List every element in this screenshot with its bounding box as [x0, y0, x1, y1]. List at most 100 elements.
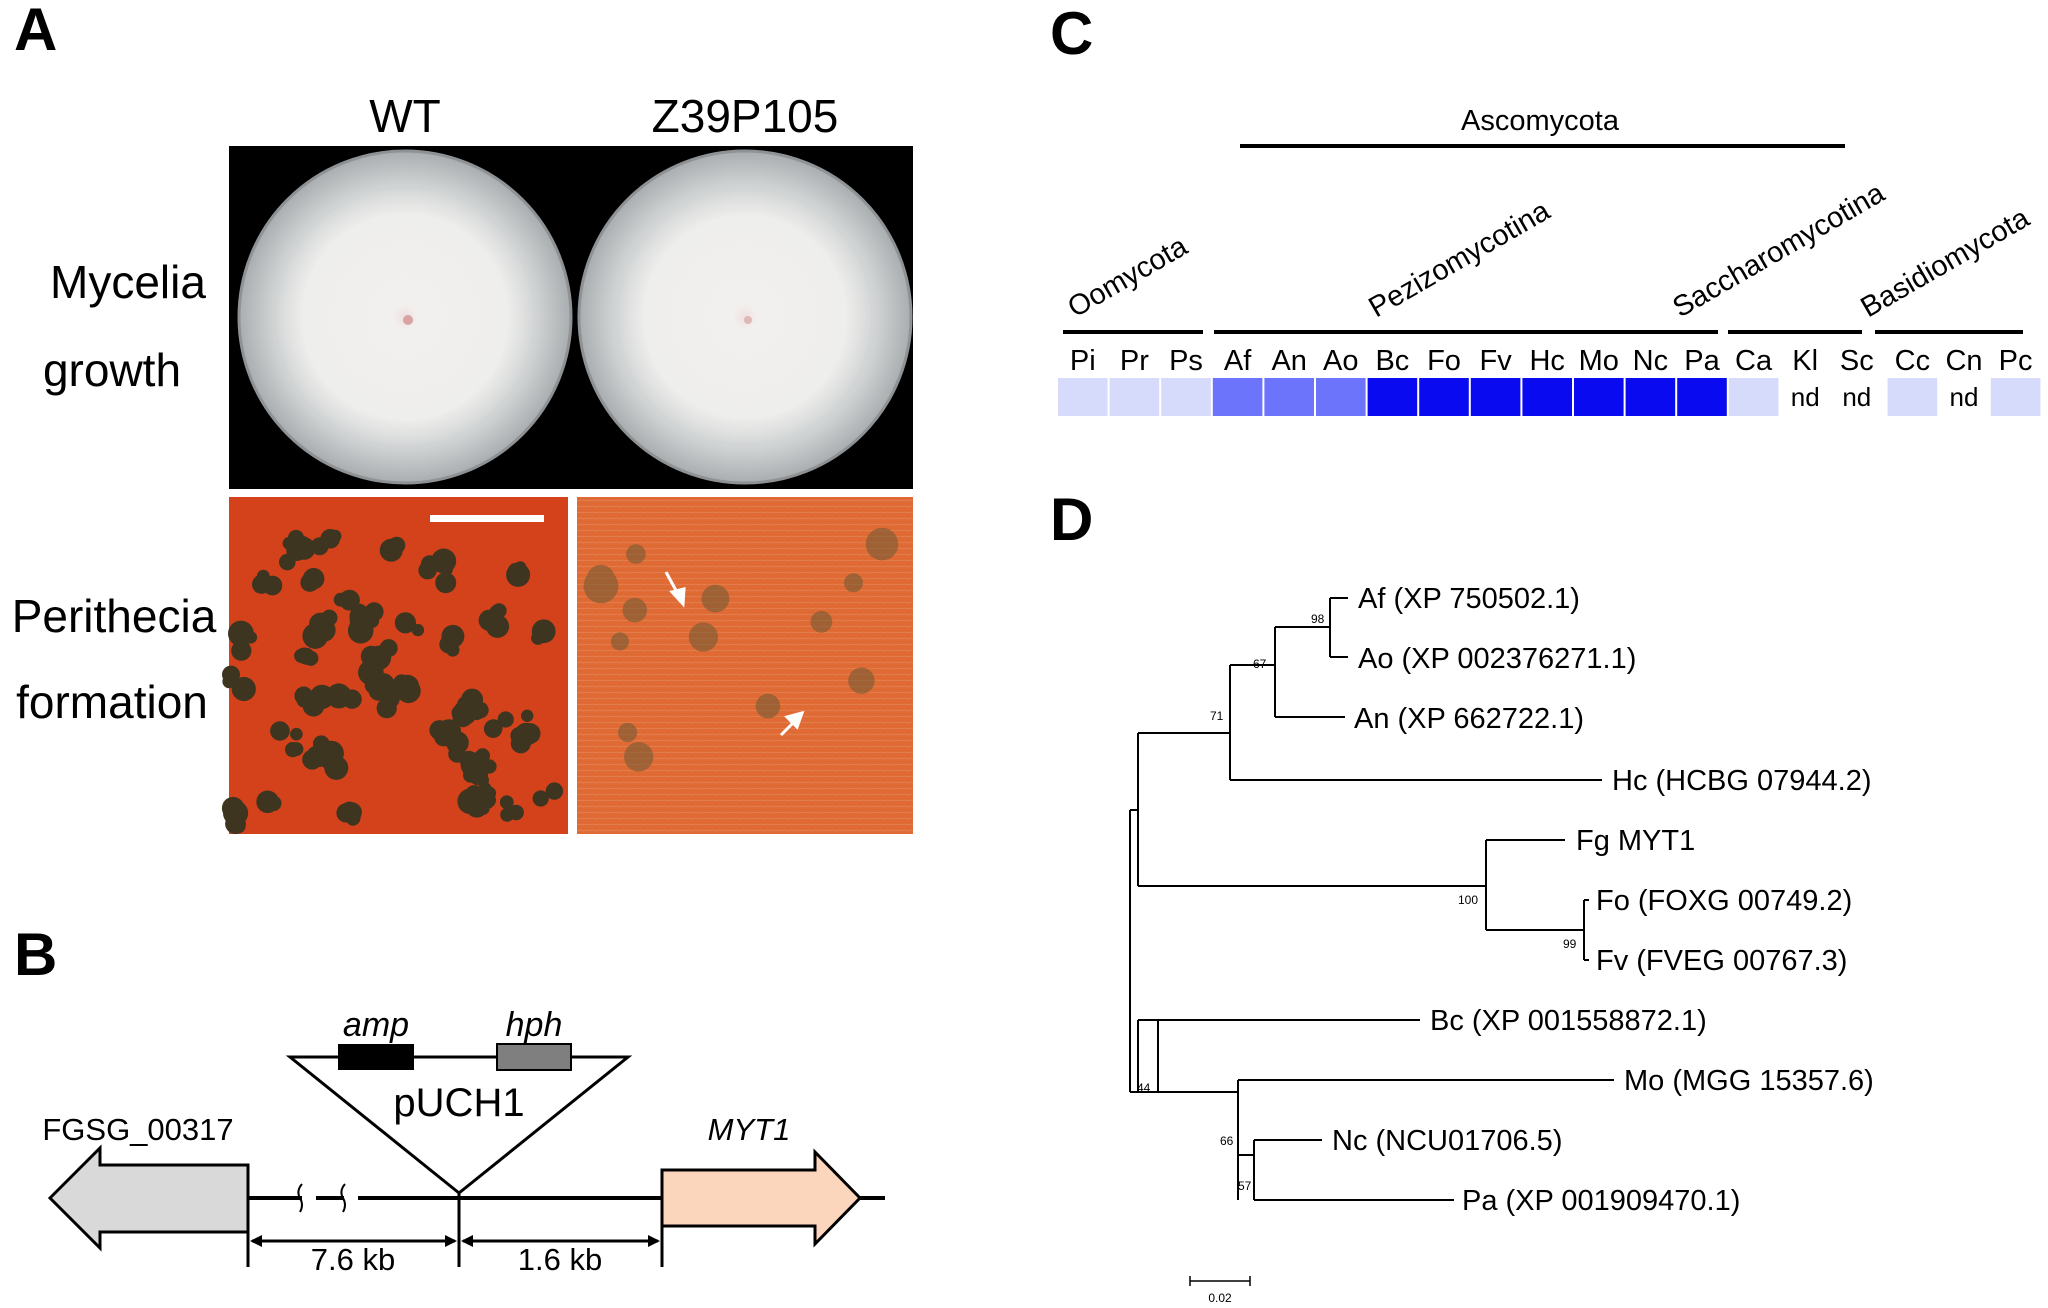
- perithecium: [482, 759, 497, 774]
- species-label-sc: Sc: [1840, 345, 1874, 377]
- gene-label-myt1: MYT1: [708, 1112, 791, 1147]
- group-label-basidiomycota: Basidiomycota: [1856, 202, 2036, 324]
- species-label-bc: Bc: [1375, 345, 1409, 377]
- perithecium: [508, 804, 524, 821]
- plasmid-insertion-triangle: [285, 1055, 633, 1195]
- perithecium: [232, 819, 246, 834]
- perithecium: [347, 811, 361, 826]
- species-label-cc: Cc: [1895, 345, 1930, 377]
- heatmap-cell-pi: [1058, 378, 1108, 416]
- heatmap-cell-pa: [1677, 378, 1727, 416]
- taxon-ao: Ao (XP 002376271.1): [1358, 643, 1636, 675]
- perithecium: [297, 647, 315, 665]
- perithecium: [376, 698, 397, 719]
- heatmap-cell-nc: [1625, 378, 1676, 416]
- immature-perithecium: [583, 568, 619, 604]
- bootstrap-100: 100: [1458, 893, 1478, 907]
- immature-perithecia: [583, 527, 899, 772]
- perithecium: [484, 719, 503, 737]
- scale-bar: [430, 515, 544, 522]
- heatmap-cell-fv: [1470, 378, 1521, 416]
- perithecium: [394, 612, 416, 634]
- species-label-ps: Ps: [1169, 345, 1203, 377]
- bootstrap-67: 67: [1253, 657, 1267, 671]
- amp-marker: [338, 1044, 414, 1070]
- perithecium: [531, 631, 545, 645]
- perithecium: [270, 721, 290, 741]
- heatmap-cell-an: [1264, 378, 1314, 416]
- panel-c: C Ascomycota Oomycota Pezizomycotina Sac…: [1050, 0, 2041, 416]
- break-mark-left: [297, 1183, 303, 1213]
- perithecium: [507, 562, 524, 579]
- perithecium: [446, 632, 462, 648]
- perithecia-photo-wt: [221, 497, 568, 835]
- distance-markers: [246, 1193, 664, 1267]
- species-label-ao: Ao: [1323, 345, 1358, 377]
- taxon-mo: Mo (MGG 15357.6): [1624, 1065, 1874, 1097]
- group-label-oomycota: Oomycota: [1063, 230, 1194, 324]
- panel-b: B FGSG_00317 MYT1 amp hph pUCH1: [14, 921, 885, 1277]
- distance-label-right: 1.6 kb: [518, 1242, 602, 1277]
- perithecia-clusters: [221, 529, 564, 835]
- perithecium: [302, 567, 325, 590]
- species-label-fo: Fo: [1427, 345, 1461, 377]
- perithecium: [545, 782, 564, 800]
- perithecium: [499, 795, 514, 810]
- species-label-fv: Fv: [1479, 345, 1512, 377]
- petri-dish-wt: [237, 149, 573, 485]
- amp-label: amp: [343, 1006, 409, 1044]
- gene-arrow-fgsg00317: [47, 1144, 250, 1252]
- species-label-an: An: [1271, 345, 1306, 377]
- perithecium: [302, 749, 323, 770]
- panel-c-letter: C: [1050, 0, 1093, 67]
- species-label-af: Af: [1224, 345, 1252, 377]
- perithecium: [429, 720, 450, 741]
- immature-perithecium: [688, 622, 719, 652]
- perithecium: [309, 684, 335, 710]
- distance-label-left: 7.6 kb: [311, 1242, 395, 1277]
- taxon-af: Af (XP 750502.1): [1358, 583, 1580, 615]
- group-label-pezizomycotina: Pezizomycotina: [1364, 194, 1557, 324]
- panel-a: A WT Z39P105 Mycelia growth Perithecia f…: [12, 0, 913, 835]
- heatmap-cell-ca: [1728, 378, 1779, 416]
- perithecium: [231, 676, 256, 702]
- species-label-mo: Mo: [1579, 345, 1619, 377]
- hph-label: hph: [506, 1006, 563, 1044]
- heatmap-cell-fo: [1419, 378, 1469, 416]
- row-label-perithecia-line2: formation: [16, 676, 208, 728]
- perithecium: [431, 548, 457, 574]
- row-label-perithecia-line1: Perithecia: [12, 590, 217, 642]
- column-label-mutant: Z39P105: [652, 90, 839, 142]
- heatmap-cell-ao: [1316, 378, 1366, 416]
- perithecium: [463, 767, 479, 783]
- bootstrap-44: 44: [1137, 1081, 1151, 1095]
- species-label-pi: Pi: [1070, 345, 1096, 377]
- perithecium: [262, 575, 283, 596]
- immature-perithecium: [626, 544, 646, 564]
- taxon-fo: Fo (FOXG 00749.2): [1596, 885, 1852, 917]
- arrow-markers: [664, 571, 805, 737]
- group-label-ascomycota: Ascomycota: [1461, 105, 1620, 137]
- bootstrap-66: 66: [1220, 1134, 1234, 1148]
- row-label-mycelia-line1: Mycelia: [50, 256, 206, 308]
- perithecium: [221, 796, 245, 820]
- species-label-nc: Nc: [1633, 345, 1668, 377]
- perithecium: [396, 678, 421, 704]
- cell-nd-cn: nd: [1950, 382, 1979, 412]
- distance-arrowheads: [250, 1235, 660, 1247]
- cell-nd-sc: nd: [1842, 382, 1871, 412]
- species-label-pc: Pc: [1999, 345, 2033, 377]
- gene-arrow-myt1: [660, 1148, 863, 1248]
- heatmap-cell-ps: [1161, 378, 1211, 416]
- immature-perithecium: [701, 584, 730, 613]
- taxon-hc: Hc (HCBG 07944.2): [1612, 765, 1872, 797]
- perithecium: [286, 540, 307, 561]
- immature-perithecium: [610, 632, 630, 651]
- immature-perithecium: [624, 742, 654, 772]
- taxon-fv: Fv (FVEG 00767.3): [1596, 945, 1847, 977]
- immature-perithecium: [810, 610, 833, 633]
- tree-scale-bar: [1189, 1276, 1251, 1286]
- perithecium: [231, 640, 252, 661]
- gene-label-fgsg00317: FGSG_00317: [42, 1112, 233, 1147]
